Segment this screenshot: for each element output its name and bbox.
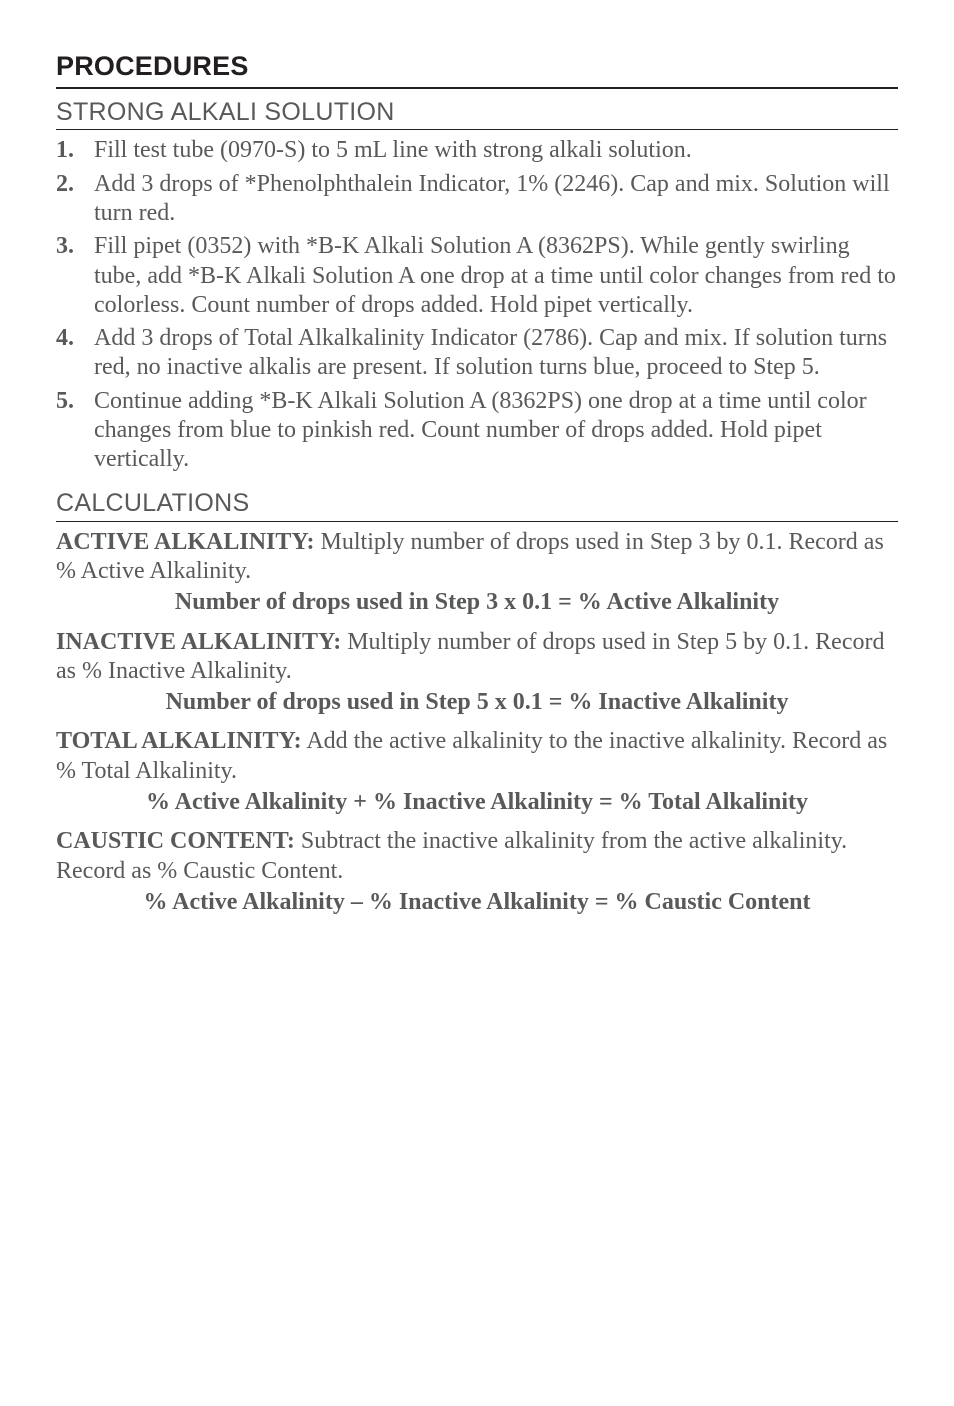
- step-text: Add 3 drops of Total Alkalkalinity Indic…: [94, 324, 898, 383]
- calc-lead: INACTIVE ALKALINITY:: [56, 629, 341, 655]
- strong-alkali-header: STRONG ALKALI SOLUTION: [56, 97, 898, 131]
- step-number: 4.: [56, 324, 94, 383]
- calc-lead: ACTIVE ALKALINITY:: [56, 529, 315, 555]
- calc-lead: CAUSTIC CONTENT:: [56, 828, 295, 854]
- list-item: 2. Add 3 drops of *Phenolphthalein Indic…: [56, 170, 898, 229]
- calc-total: TOTAL ALKALINITY: Add the active alkalin…: [56, 727, 898, 817]
- procedure-list: 1. Fill test tube (0970-S) to 5 mL line …: [56, 136, 898, 474]
- list-item: 1. Fill test tube (0970-S) to 5 mL line …: [56, 136, 898, 165]
- calc-paragraph: INACTIVE ALKALINITY: Multiply number of …: [56, 628, 898, 687]
- calc-paragraph: ACTIVE ALKALINITY: Multiply number of dr…: [56, 528, 898, 587]
- calc-paragraph: TOTAL ALKALINITY: Add the active alkalin…: [56, 727, 898, 786]
- procedures-header: PROCEDURES: [56, 50, 898, 89]
- step-number: 5.: [56, 387, 94, 475]
- calc-paragraph: CAUSTIC CONTENT: Subtract the inactive a…: [56, 827, 898, 886]
- list-item: 5. Continue adding *B-K Alkali Solution …: [56, 387, 898, 475]
- step-number: 3.: [56, 232, 94, 320]
- step-text: Fill test tube (0970-S) to 5 mL line wit…: [94, 136, 898, 165]
- step-text: Continue adding *B-K Alkali Solution A (…: [94, 387, 898, 475]
- calculations-header: CALCULATIONS: [56, 488, 898, 522]
- calc-formula: % Active Alkalinity + % Inactive Alkalin…: [56, 788, 898, 817]
- calc-inactive: INACTIVE ALKALINITY: Multiply number of …: [56, 628, 898, 718]
- step-number: 2.: [56, 170, 94, 229]
- calc-active: ACTIVE ALKALINITY: Multiply number of dr…: [56, 528, 898, 618]
- calc-lead: TOTAL ALKALINITY:: [56, 728, 302, 754]
- step-number: 1.: [56, 136, 94, 165]
- step-text: Fill pipet (0352) with *B-K Alkali Solut…: [94, 232, 898, 320]
- step-text: Add 3 drops of *Phenolphthalein Indicato…: [94, 170, 898, 229]
- calc-formula: Number of drops used in Step 3 x 0.1 = %…: [56, 588, 898, 617]
- calc-formula: % Active Alkalinity – % Inactive Alkalin…: [56, 888, 898, 917]
- list-item: 3. Fill pipet (0352) with *B-K Alkali So…: [56, 232, 898, 320]
- calc-caustic: CAUSTIC CONTENT: Subtract the inactive a…: [56, 827, 898, 917]
- list-item: 4. Add 3 drops of Total Alkalkalinity In…: [56, 324, 898, 383]
- calc-formula: Number of drops used in Step 5 x 0.1 = %…: [56, 688, 898, 717]
